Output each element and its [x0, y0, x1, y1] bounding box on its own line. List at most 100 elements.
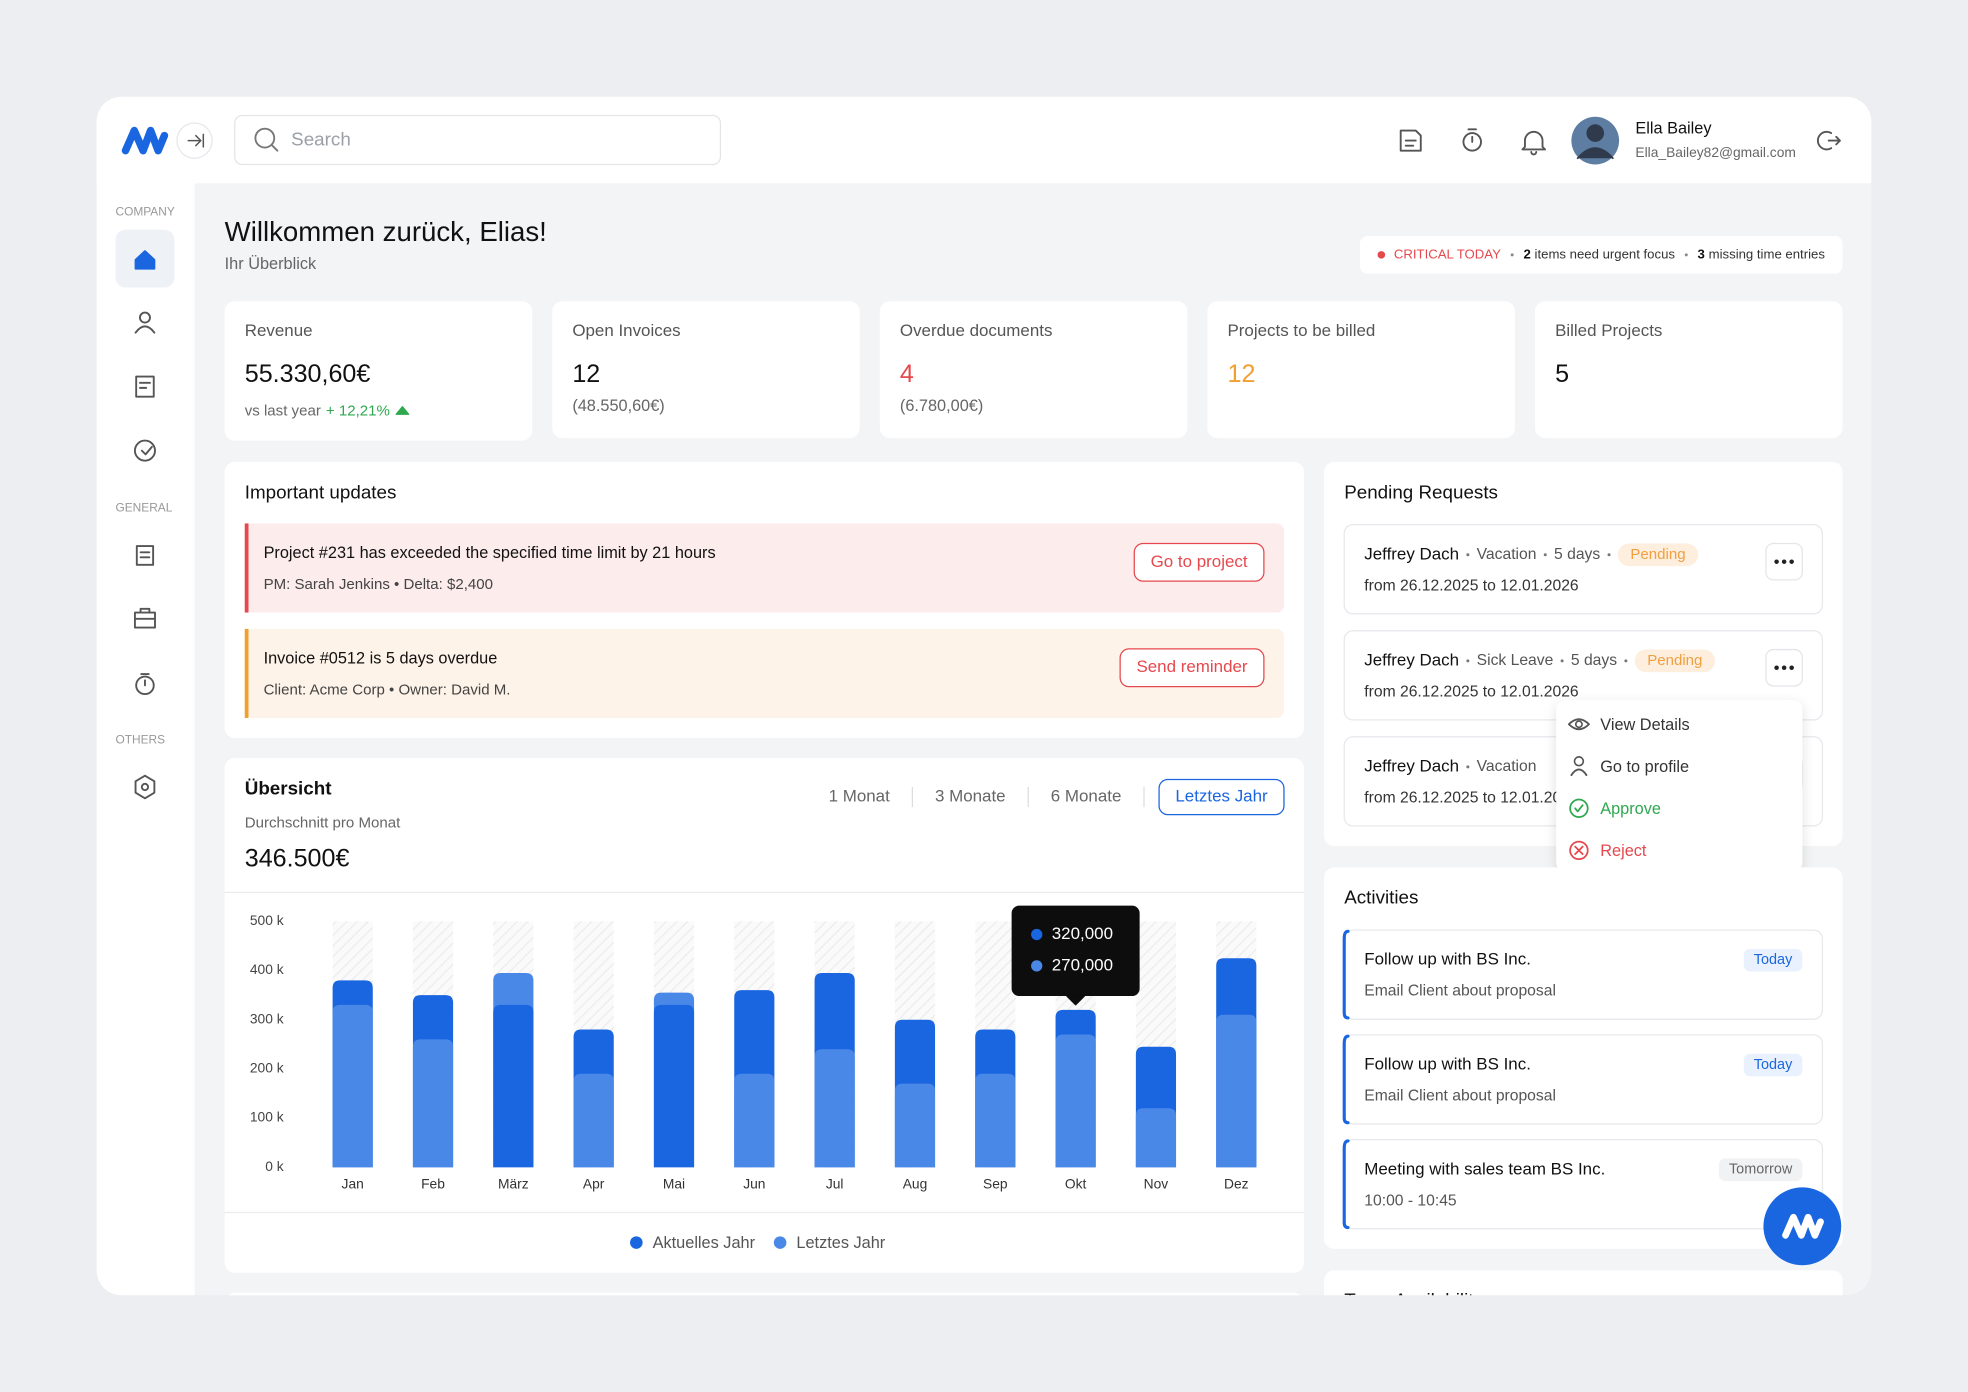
kpi-value: 55.330,60€: [245, 360, 371, 388]
collapse-icon: [187, 133, 205, 148]
user-email: Ella_Bailey82@gmail.com: [1635, 145, 1795, 160]
user-name: Ella Bailey: [1635, 120, 1712, 138]
request-item: [1343, 524, 1824, 615]
menu-glyph: [1574, 845, 1584, 856]
kpi-card: [1207, 301, 1515, 439]
range-tab-active[interactable]: [1158, 778, 1285, 816]
request-type: Sick Leave: [1477, 652, 1554, 669]
kpi-note: vs last year: [245, 403, 321, 420]
range-tab[interactable]: 6 Monate: [1051, 787, 1122, 806]
kpi-label: Projects to be billed: [1227, 321, 1375, 340]
activity-accent: [1342, 929, 1350, 1020]
update-action[interactable]: [1119, 648, 1265, 688]
kpi-card: [224, 301, 533, 441]
x-tick-label: Jun: [743, 1177, 765, 1192]
tooltip-dot: [1031, 960, 1043, 972]
nav-stopwatch[interactable]: [135, 675, 155, 696]
search-placeholder: Search: [291, 129, 351, 150]
update-action-label[interactable]: Go to project: [1151, 552, 1248, 571]
request-dates: from 26.12.2025 to 12.01.2026: [1364, 789, 1579, 806]
search-box[interactable]: [234, 114, 722, 166]
tooltip-value: 320,000: [1052, 924, 1113, 943]
legend-swatch: [630, 1236, 643, 1249]
kpi-change: + 12,21%: [326, 403, 390, 420]
bell-icon[interactable]: [1521, 130, 1546, 156]
bar: [814, 1049, 855, 1168]
menu-item[interactable]: Approve: [1600, 800, 1661, 818]
kpi-value: 12: [572, 360, 600, 388]
timer-icon[interactable]: [1462, 132, 1482, 152]
range-tab[interactable]: 1 Monat: [829, 787, 890, 806]
update-detail: PM: Sarah Jenkins • Delta: $2,400: [264, 576, 493, 593]
context-menu: [1556, 700, 1803, 872]
x-tick-label: Jul: [826, 1177, 844, 1192]
separator: [1466, 765, 1470, 769]
trend-up: [395, 406, 410, 415]
request-name: Jeffrey Dach: [1364, 544, 1459, 563]
bar: [573, 1073, 614, 1168]
kpi-value: 5: [1555, 360, 1569, 388]
range-tab[interactable]: Letztes Jahr: [1175, 787, 1268, 806]
urgent-text: items need urgent focus: [1535, 246, 1676, 261]
menu-item[interactable]: View Details: [1600, 716, 1689, 734]
app-window: Search Ella Bailey Ella_Bailey82@gmail.com…: [96, 96, 1872, 1296]
bar: [734, 1073, 775, 1168]
nav-receipt[interactable]: [135, 375, 155, 398]
update-action[interactable]: [1133, 542, 1265, 582]
kpi-sub: (48.550,60€): [572, 397, 664, 415]
range-tab[interactable]: 3 Monate: [935, 787, 1006, 806]
activity-accent: [1342, 1139, 1350, 1230]
logout-icon[interactable]: [1816, 130, 1841, 151]
when-badge: [1743, 1053, 1803, 1077]
update-accent: [244, 523, 249, 613]
activity-detail: Email Client about proposal: [1364, 983, 1556, 1000]
more-dot: [1789, 559, 1794, 564]
menu-item[interactable]: Go to profile: [1600, 758, 1689, 776]
notes-icon[interactable]: [1399, 129, 1422, 152]
nav-coins[interactable]: [133, 439, 156, 462]
more-dot: [1774, 559, 1779, 564]
separator: [1510, 253, 1514, 257]
nav-settings[interactable]: [134, 774, 156, 800]
urgent-count: 2: [1523, 246, 1530, 261]
status-label: Pending: [1630, 546, 1685, 563]
nav-briefcase[interactable]: [133, 607, 156, 629]
overview-value: 346.500€: [245, 844, 350, 872]
separator: [1543, 553, 1547, 557]
critical-pill: [1360, 236, 1843, 274]
x-tick-label: Aug: [903, 1177, 928, 1192]
nav-home[interactable]: [134, 250, 156, 270]
card-title: Important updates: [245, 481, 397, 502]
sidebar-section-label: GENERAL: [115, 501, 172, 515]
bar: [1216, 1014, 1257, 1168]
request-dates: from 26.12.2025 to 12.01.2026: [1364, 577, 1579, 594]
update-item: [244, 523, 1284, 613]
y-tick-label: 300 k: [250, 1011, 284, 1026]
y-tick-label: 100 k: [250, 1110, 284, 1125]
request-type: Vacation: [1477, 546, 1537, 563]
more-dot: [1789, 665, 1794, 671]
nav-user[interactable]: [139, 311, 151, 324]
legend-swatch: [773, 1236, 787, 1249]
more-dot: [1774, 665, 1779, 671]
activity-title: Follow up with BS Inc.: [1364, 1054, 1531, 1073]
bar: [412, 1039, 454, 1168]
kpi-card: [1534, 301, 1843, 439]
update-action-label[interactable]: Send reminder: [1136, 657, 1247, 676]
bar: [1055, 1034, 1096, 1168]
avatar-head: [1586, 124, 1605, 142]
bar: [332, 1004, 373, 1168]
kpi-value: 4: [900, 360, 914, 388]
legend-label: Aktuelles Jahr: [653, 1234, 756, 1252]
missing-count: 3: [1698, 246, 1705, 261]
nav-document[interactable]: [135, 545, 155, 566]
update-title: Invoice #0512 is 5 days overdue: [264, 649, 498, 667]
request-type: Vacation: [1477, 758, 1537, 775]
menu-item[interactable]: Reject: [1600, 842, 1647, 860]
activity-item: [1343, 1139, 1824, 1230]
activity-title: Meeting with sales team BS Inc.: [1364, 1159, 1605, 1178]
request-duration: 5 days: [1571, 652, 1617, 669]
bar: [894, 1083, 936, 1168]
separator: [1466, 659, 1470, 663]
